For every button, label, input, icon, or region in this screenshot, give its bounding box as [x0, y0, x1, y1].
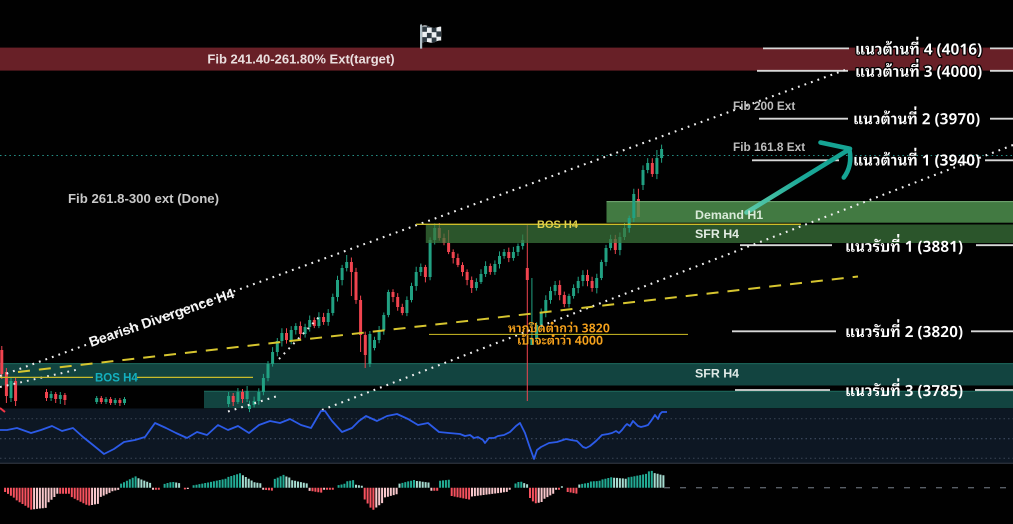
svg-text:SFR H4: SFR H4 — [695, 227, 739, 241]
svg-text:SFR H4: SFR H4 — [695, 367, 739, 381]
svg-text:BOS H4: BOS H4 — [95, 373, 138, 385]
svg-text:Fib 200 Ext: Fib 200 Ext — [733, 99, 795, 113]
svg-text:Fib 261.8-300 ext (Done): Fib 261.8-300 ext (Done) — [68, 191, 219, 206]
svg-text:Fib 161.8 Ext: Fib 161.8 Ext — [733, 140, 805, 154]
svg-text:Demand H1: Demand H1 — [695, 208, 763, 222]
svg-text:BOS H4: BOS H4 — [537, 219, 579, 231]
svg-text:Fib 241.40-261.80% Ext(target): Fib 241.40-261.80% Ext(target) — [207, 52, 394, 67]
